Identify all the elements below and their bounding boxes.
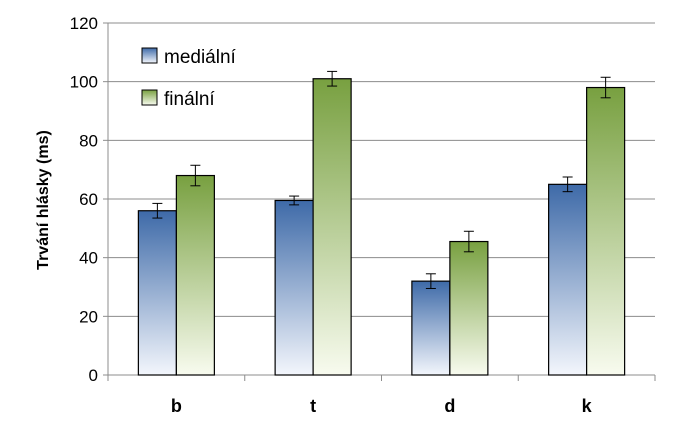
bar-0-t (274, 199, 314, 376)
bar-0-b (137, 210, 177, 376)
x-category-label: t (310, 396, 316, 416)
legend: mediální finální (141, 47, 237, 110)
y-tick-label: 60 (79, 190, 98, 209)
legend-label-1: finální (164, 89, 215, 110)
legend-swatch-0 (141, 47, 158, 64)
y-axis-title: Trvání hlásky (ms) (35, 130, 52, 270)
bar-1-b (175, 174, 215, 376)
y-tick-label: 100 (70, 73, 98, 92)
y-tick-label: 20 (79, 307, 98, 326)
axes: 0 20 40 60 80 100 120 b t d k (70, 14, 656, 416)
x-category-label: k (582, 396, 593, 416)
legend-swatch-1 (141, 89, 158, 106)
bar-1-d (449, 240, 489, 376)
legend-label-0: mediální (164, 47, 237, 68)
y-tick-label: 40 (79, 249, 98, 268)
x-category-label: d (444, 396, 455, 416)
bars (137, 70, 626, 376)
bar-0-k (548, 183, 588, 376)
y-tick-label: 80 (79, 131, 98, 150)
y-tick-label: 0 (89, 366, 98, 385)
bar-1-t (312, 78, 352, 376)
y-tick-label: 120 (70, 14, 98, 33)
bar-1-k (586, 86, 626, 376)
bar-0-d (411, 280, 451, 376)
x-category-label: b (171, 396, 182, 416)
